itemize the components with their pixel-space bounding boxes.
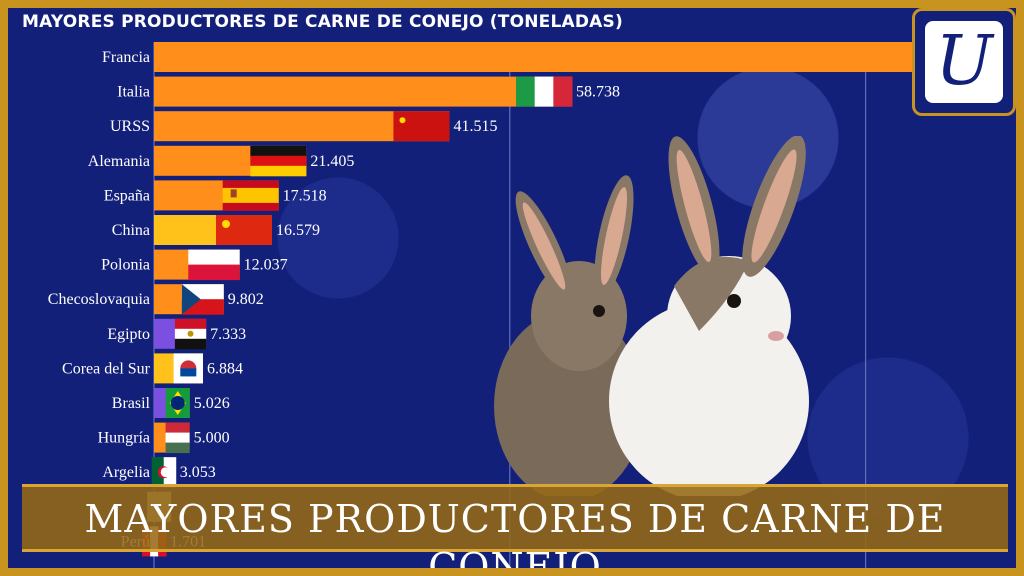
bar xyxy=(154,76,573,107)
logo-badge: U xyxy=(925,21,1003,103)
value-label: 58.738 xyxy=(576,84,620,101)
south-korea-flag xyxy=(173,353,203,384)
china-flag xyxy=(215,215,272,245)
category-label: URSS xyxy=(110,118,150,135)
value-label: 5.000 xyxy=(194,430,230,447)
czechoslovakia-flag xyxy=(181,284,224,315)
category-label: Checoslovaquia xyxy=(48,291,150,308)
category-label: Alemania xyxy=(88,153,150,170)
algeria-flag xyxy=(151,457,177,488)
category-label: Egipto xyxy=(107,326,150,343)
value-label: 21.405 xyxy=(310,153,354,170)
category-label: España xyxy=(104,187,150,204)
value-label: 9.802 xyxy=(228,291,264,308)
value-label: 6.884 xyxy=(207,360,243,377)
rabbits-illustration xyxy=(494,136,809,496)
category-label: Hungría xyxy=(98,430,150,447)
banner-text: MAYORES PRODUCTORES DE CARNE DE CONEJO xyxy=(84,497,946,568)
ussr-flag xyxy=(393,111,450,142)
egypt-flag xyxy=(174,318,207,350)
value-label: 3.053 xyxy=(180,464,216,481)
logo-letter: U xyxy=(935,22,993,101)
channel-logo: U xyxy=(912,8,1016,116)
value-label: 5.026 xyxy=(194,395,230,412)
category-label: Brasil xyxy=(112,395,151,412)
value-label: 12.037 xyxy=(244,257,288,274)
value-label: 41.515 xyxy=(453,118,497,135)
category-label: Polonia xyxy=(101,257,150,274)
poland-flag xyxy=(188,249,240,281)
category-label: Argelia xyxy=(102,464,150,481)
brazil-flag xyxy=(165,388,190,418)
spain-flag xyxy=(222,180,279,211)
value-label: 7.333 xyxy=(210,326,246,343)
bar xyxy=(154,42,980,72)
chart-panel: Francia Italia 58.738 URSS 41.515 Alemania 21.… xyxy=(8,8,1016,568)
germany-flag xyxy=(250,145,307,177)
category-label: Corea del Sur xyxy=(62,360,151,377)
category-label: Italia xyxy=(117,84,150,101)
value-label: 17.518 xyxy=(283,187,327,204)
category-label: China xyxy=(112,222,150,239)
value-label: 16.579 xyxy=(276,222,320,239)
category-label: Francia xyxy=(102,49,150,66)
italy-flag xyxy=(516,76,573,107)
chart-title: MAYORES PRODUCTORES DE CARNE DE CONEJO (… xyxy=(22,12,623,32)
title-banner: MAYORES PRODUCTORES DE CARNE DE CONEJO xyxy=(22,484,1008,568)
hungary-flag xyxy=(165,422,190,454)
